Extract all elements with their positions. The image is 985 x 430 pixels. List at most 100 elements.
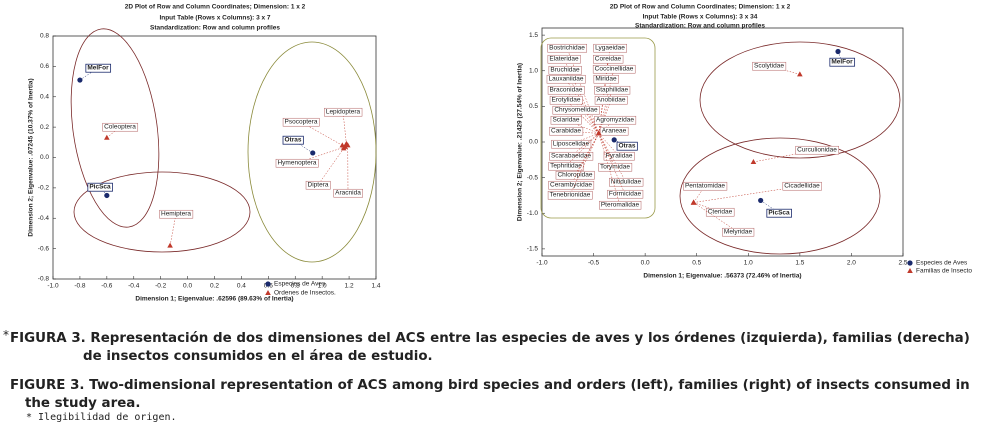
label-box xyxy=(555,170,595,180)
point-label: Lauxaniidae xyxy=(548,76,583,83)
leader-line xyxy=(693,202,739,233)
point xyxy=(835,48,841,55)
x-tick-label: -0.4 xyxy=(128,283,140,290)
point-label: Carabidae xyxy=(551,128,581,135)
y-axis-label: Dimension 2; Eigenvalue: .21429 (27.54% … xyxy=(517,63,524,221)
x-tick-label: -0.8 xyxy=(74,283,86,290)
point-label: Otras xyxy=(619,143,636,150)
point-label: Liposcelidae xyxy=(553,141,590,148)
leader-line xyxy=(598,133,621,206)
caption-text: FIGURA 3. Representación de dos dimensio… xyxy=(10,331,970,364)
x-tick-label: -0.2 xyxy=(155,283,167,290)
point-label: Hemiptera xyxy=(161,211,191,218)
point-label: MelFor xyxy=(87,65,109,72)
y-tick-label: 0.6 xyxy=(40,63,49,70)
legend-label: Especies de Aves xyxy=(916,260,968,267)
point-label: PicSca xyxy=(89,184,111,191)
chart-title: Input Table (Rows x Columns): 3 x 34 xyxy=(643,14,758,21)
y-axis-label: Dimension 2; Eigenvalue: .07245 (10.37% … xyxy=(28,78,35,236)
point xyxy=(690,199,697,205)
point-label: Tephritidae xyxy=(550,163,582,170)
x-axis-label: Dimension 1; Eigenvalue: .62596 (89.63% … xyxy=(135,296,293,303)
point-label: Nitidulidae xyxy=(611,179,642,186)
x-tick-label: 1.0 xyxy=(318,283,327,290)
label-box xyxy=(305,180,331,190)
point-label: Miridae xyxy=(595,76,617,83)
leader-line xyxy=(693,185,706,203)
point-label: Lygaeidae xyxy=(595,45,625,52)
point-label: Coccinellidae xyxy=(595,66,634,73)
point-label: Pteromalidae xyxy=(601,202,640,209)
point xyxy=(340,145,347,151)
label-box xyxy=(282,135,304,145)
chart-title: Standardization: Row and column profiles xyxy=(150,25,280,32)
y-tick-label: -0.6 xyxy=(38,245,50,252)
label-box xyxy=(607,189,644,199)
point-label: MelFor xyxy=(831,59,853,66)
point-label: Psocoptera xyxy=(285,119,318,126)
y-tick-label: -0.2 xyxy=(38,185,50,192)
point xyxy=(167,242,173,248)
point-label: Cteridae xyxy=(708,209,733,216)
point-label: Bruchidae xyxy=(550,67,580,74)
label-box xyxy=(549,151,594,161)
legend-marker xyxy=(907,260,913,266)
point-label: Cerambycidae xyxy=(550,182,592,189)
point-label: Agromyzidae xyxy=(596,117,634,124)
label-box xyxy=(159,209,194,219)
x-tick-label: -1.0 xyxy=(536,260,548,267)
point-label: Hymenoptera xyxy=(277,160,316,167)
label-box xyxy=(85,63,112,73)
point xyxy=(344,142,351,148)
point xyxy=(595,130,602,136)
legend-marker xyxy=(907,268,913,273)
point-label: Formicidae xyxy=(609,191,642,198)
label-box xyxy=(282,117,320,127)
y-tick-label: 0.5 xyxy=(529,103,538,110)
x-tick-label: 1.4 xyxy=(371,283,380,290)
point-label: PicSca xyxy=(768,210,790,217)
legend-label: Ordenes de Insectos. xyxy=(274,290,336,297)
label-box xyxy=(829,57,856,67)
legend-marker xyxy=(265,281,271,287)
point-label: Araneae xyxy=(602,128,627,135)
label-box xyxy=(87,182,113,192)
point-label: Sciaridae xyxy=(552,117,579,124)
y-tick-label: -0.5 xyxy=(527,174,539,181)
cluster-outline xyxy=(679,137,881,255)
label-box xyxy=(752,61,787,71)
label-box xyxy=(547,54,581,64)
label-box xyxy=(594,85,631,95)
point xyxy=(797,71,803,77)
label-box xyxy=(324,107,363,117)
y-tick-label: 0.8 xyxy=(40,33,49,40)
cluster-outline xyxy=(247,41,377,263)
leader-line xyxy=(598,133,626,195)
x-tick-label: 2.0 xyxy=(847,260,856,267)
leader-line xyxy=(569,133,599,196)
legend-marker xyxy=(265,290,271,295)
point xyxy=(77,77,83,83)
point-label: Lepidoptera xyxy=(326,109,361,116)
leader-line xyxy=(598,133,616,168)
x-tick-label: -1.0 xyxy=(47,283,59,290)
point-label: Scolytidae xyxy=(754,63,784,70)
label-box xyxy=(593,54,624,64)
y-tick-label: -0.4 xyxy=(38,215,50,222)
point-label: Melyridae xyxy=(724,229,753,236)
label-box xyxy=(594,95,628,105)
point-label: Pyralidae xyxy=(605,153,632,160)
y-tick-label: -1.5 xyxy=(527,246,539,253)
caption-spanish: * FIGURA 3. Representación de dos dimens… xyxy=(3,328,978,366)
label-box xyxy=(549,95,583,105)
x-tick-label: 1.5 xyxy=(795,260,804,267)
label-box xyxy=(594,115,637,125)
label-box xyxy=(548,161,585,171)
label-box xyxy=(549,126,584,136)
label-box xyxy=(782,181,822,191)
point-label: Chloropidae xyxy=(557,172,592,179)
x-tick-label: 2.5 xyxy=(898,260,907,267)
x-tick-label: -0.6 xyxy=(101,283,113,290)
point-label: Anobiidae xyxy=(597,97,626,104)
